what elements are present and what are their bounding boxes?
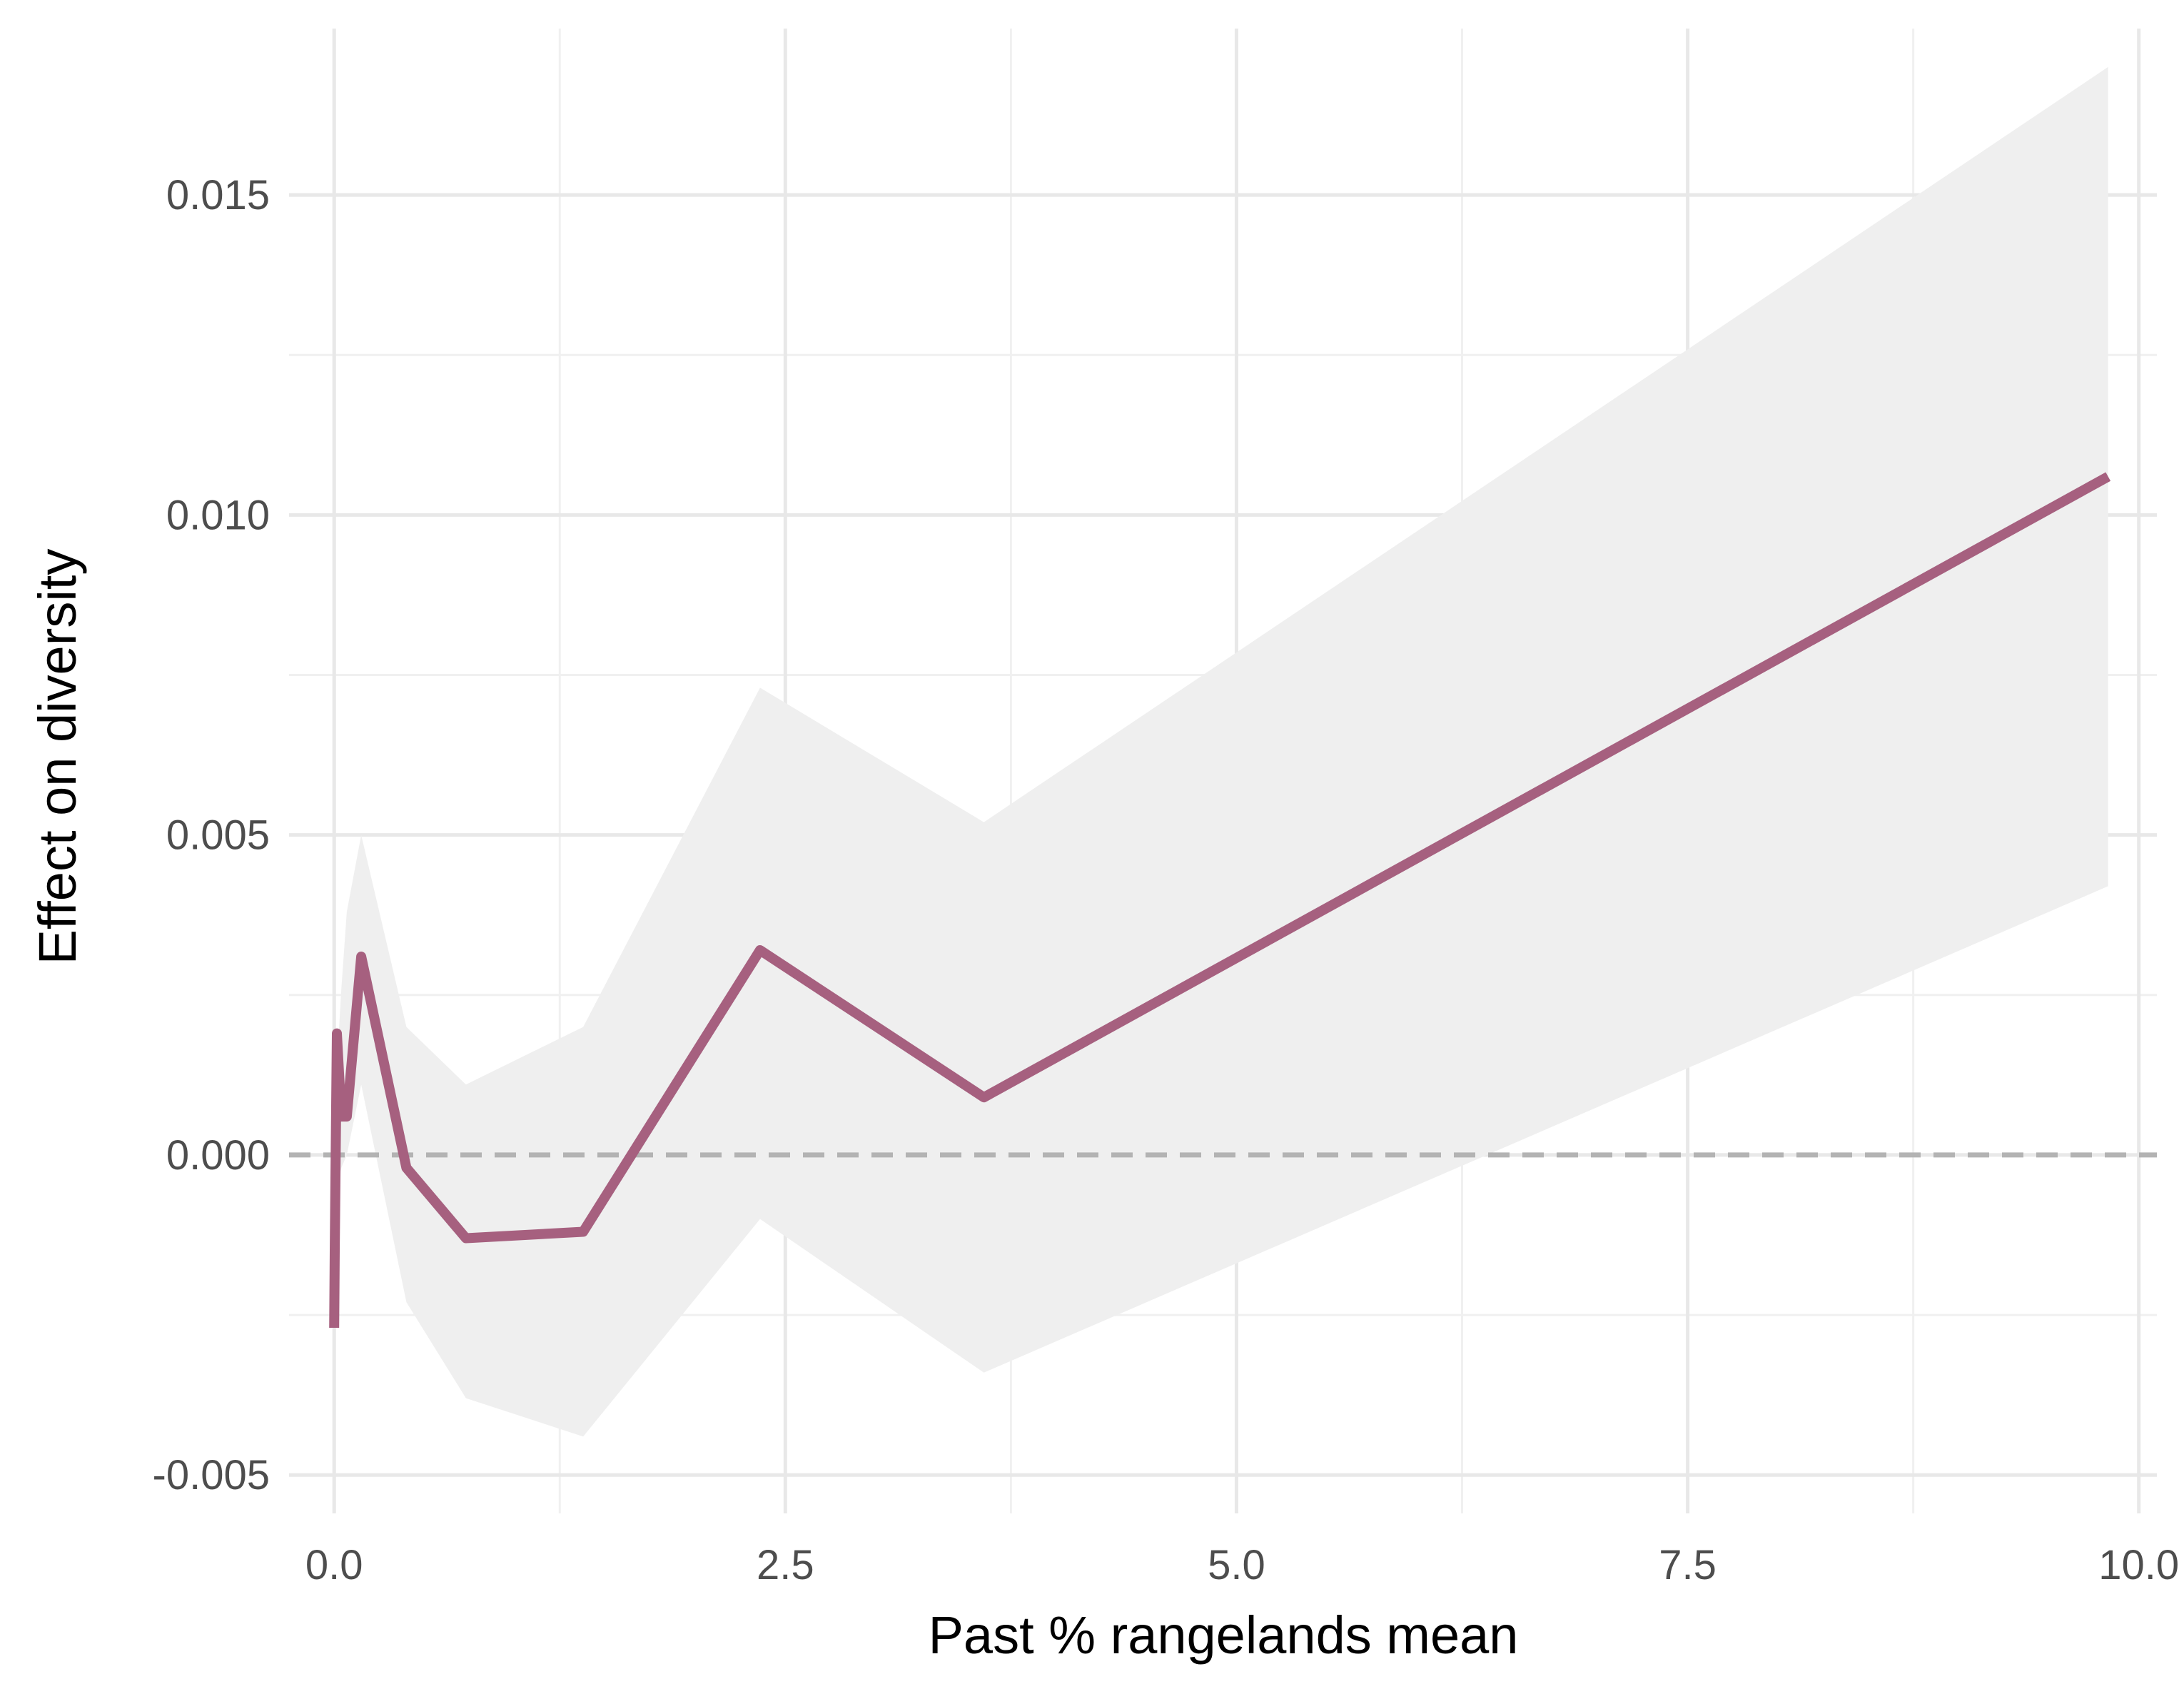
x-tick-label: 2.5 (757, 1542, 814, 1588)
tick-label-layer: 0.0 2.5 5.0 7.5 10.0 -0.005 0.000 0.005 0.010 0.0… (153, 172, 2180, 1588)
y-tick-label: 0.015 (166, 172, 270, 218)
y-tick-label: 0.000 (166, 1132, 270, 1179)
series-line (329, 472, 2111, 1329)
series-line-layer (329, 472, 2111, 1329)
confidence-band (334, 66, 2108, 1437)
y-tick-label: 0.010 (166, 492, 270, 538)
x-tick-label: 5.0 (1208, 1542, 1265, 1588)
x-tick-label: 0.0 (305, 1542, 363, 1588)
x-tick-label: 7.5 (1659, 1542, 1717, 1588)
y-axis-title: Effect on diversity (28, 549, 87, 965)
x-tick-label: 10.0 (2098, 1542, 2179, 1588)
y-tick-label: 0.005 (166, 812, 270, 859)
y-tick-label: -0.005 (153, 1452, 270, 1498)
confidence-band-layer (334, 66, 2108, 1437)
x-axis-title: Past % rangelands mean (929, 1605, 1519, 1665)
